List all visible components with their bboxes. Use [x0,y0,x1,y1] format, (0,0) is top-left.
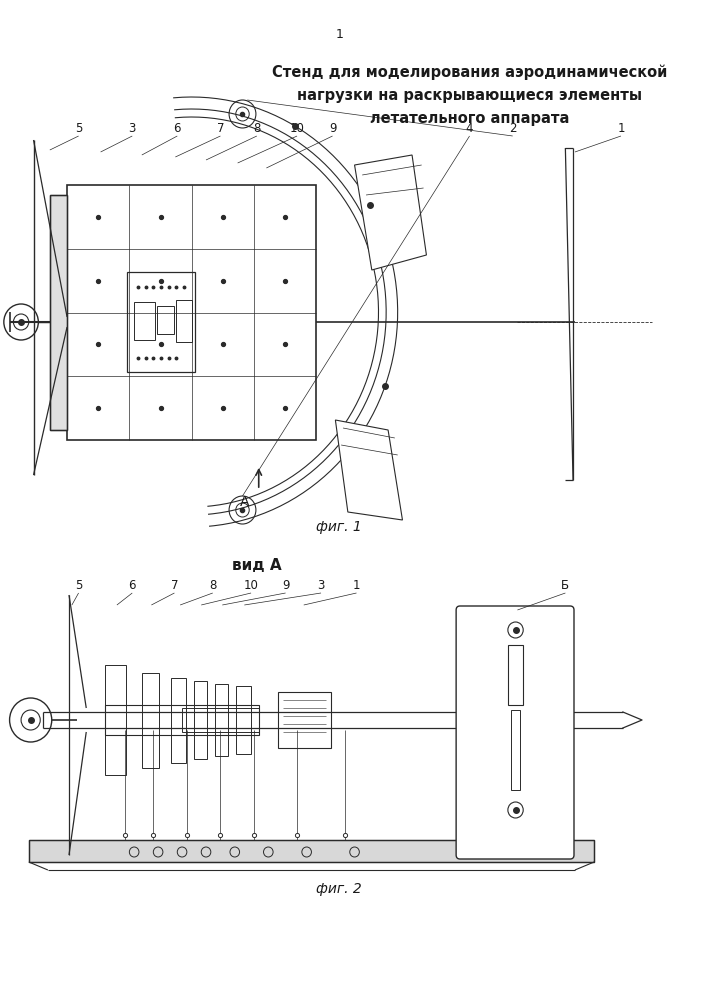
Text: Стенд для моделирования аэродинамической: Стенд для моделирования аэродинамической [272,65,667,81]
Bar [460,610,570,855]
Bar [29,840,594,862]
Bar [142,673,159,768]
Bar [510,710,520,790]
Bar [182,708,259,732]
Text: 7: 7 [170,579,178,592]
Text: Б: Б [561,579,569,592]
Bar [105,705,259,735]
Bar [29,840,594,862]
Polygon shape [354,155,426,270]
Text: 6: 6 [129,579,136,592]
Bar [105,665,127,775]
Text: 5: 5 [75,579,82,592]
Bar [49,195,67,430]
Bar [170,678,186,763]
Text: фиг. 2: фиг. 2 [316,882,362,896]
Text: 1: 1 [335,28,343,41]
Text: 9: 9 [282,579,289,592]
Bar [67,185,316,440]
Bar [157,306,175,334]
Text: летательного аппарата: летательного аппарата [370,111,569,126]
Text: 1: 1 [617,122,625,135]
Text: нагрузки на раскрывающиеся элементы: нагрузки на раскрывающиеся элементы [297,88,642,103]
Text: 5: 5 [75,122,82,135]
Bar [278,692,331,748]
Bar [134,302,156,340]
FancyBboxPatch shape [456,606,574,859]
Text: 10: 10 [244,579,259,592]
Text: фиг. 1: фиг. 1 [316,520,362,534]
Bar [508,645,523,705]
Text: 3: 3 [129,122,136,135]
Text: 9: 9 [329,122,337,135]
Text: 8: 8 [253,122,260,135]
Text: 6: 6 [173,122,181,135]
Text: 4: 4 [466,122,473,135]
Bar [127,272,194,372]
Text: 2: 2 [509,122,516,135]
Bar [235,686,251,754]
Bar [176,300,192,342]
Text: А: А [240,495,249,509]
Bar [215,684,228,756]
Text: 10: 10 [290,122,305,135]
Polygon shape [335,420,402,520]
Text: 7: 7 [216,122,224,135]
Text: 3: 3 [317,579,325,592]
Bar [194,681,207,759]
Text: вид А: вид А [232,558,281,573]
Text: 8: 8 [209,579,216,592]
Bar [49,195,67,430]
Text: 1: 1 [353,579,361,592]
